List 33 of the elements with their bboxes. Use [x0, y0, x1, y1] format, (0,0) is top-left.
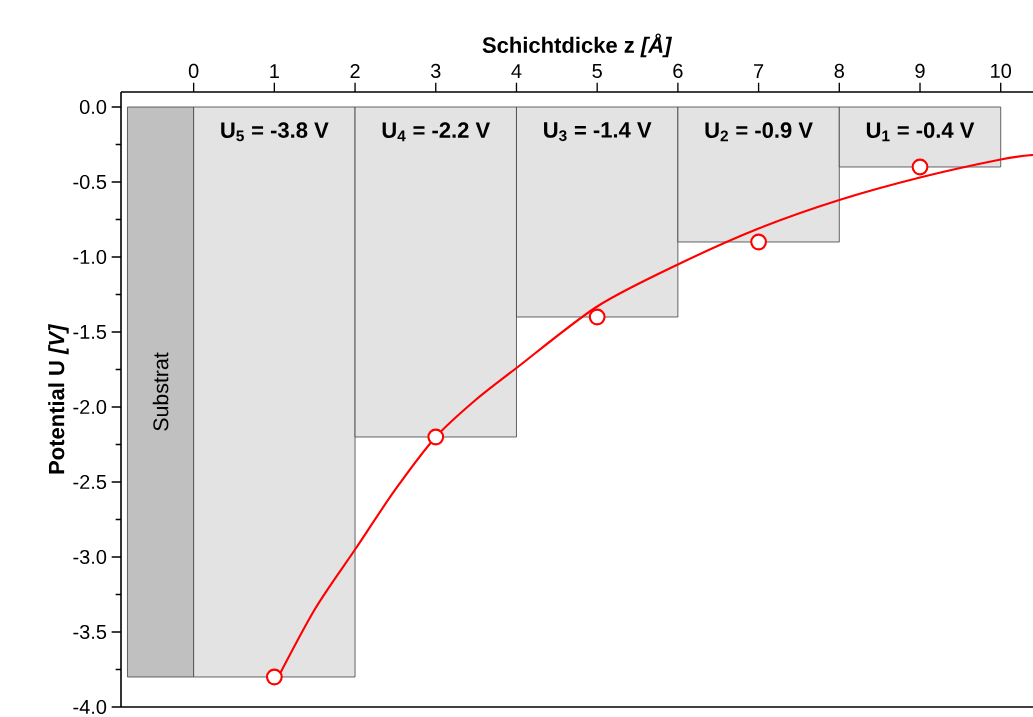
x-tick-label: 3	[430, 63, 441, 78]
point	[911, 158, 929, 176]
y-tick-label: -3.0	[73, 549, 107, 565]
x-tick-label: 6	[673, 63, 683, 78]
x-tick-label: 4	[511, 64, 522, 78]
x-tick-label: 8	[834, 63, 844, 78]
x-tick-label: 2	[350, 63, 360, 78]
data-label: U$_{5}$ = -3.8 V	[221, 122, 329, 142]
data-label: U$_{2}$ = -0.9 V	[705, 122, 813, 142]
y-tick-label: -2.0	[73, 399, 107, 415]
x-tick-label: 7	[754, 64, 764, 78]
data-label: U$_{4}$ = -2.2 V	[382, 122, 491, 142]
x-tick-label: 10	[991, 63, 1012, 78]
y-tick-label: -1.5	[73, 325, 107, 339]
y-tick-label: -1.0	[73, 249, 107, 265]
point	[265, 668, 283, 686]
y-tick-label: 0.0	[79, 99, 107, 115]
point	[427, 428, 445, 446]
y-tick-label: -0.5	[73, 174, 107, 190]
x-tick-label: 1	[270, 64, 279, 78]
x-tick-label: 9	[915, 63, 925, 78]
x-tick-label: 0	[188, 63, 199, 78]
y-axis-title: Potential U [V]	[48, 324, 69, 474]
y-tick-label: -3.5	[73, 624, 107, 640]
y-tick-label: -4.0	[73, 699, 107, 715]
x-axis-title: Schichtdicke z [Å]	[482, 33, 673, 58]
x-tick-label: 5	[592, 63, 602, 78]
point	[588, 308, 606, 326]
data-label: U$_{3}$ = -1.4 V	[544, 122, 652, 142]
y-tick-label: -2.5	[73, 474, 107, 490]
point	[750, 233, 767, 251]
series-label: Substrat	[152, 352, 169, 431]
data-label: U$_{1}$ = -0.4 V	[866, 122, 975, 142]
